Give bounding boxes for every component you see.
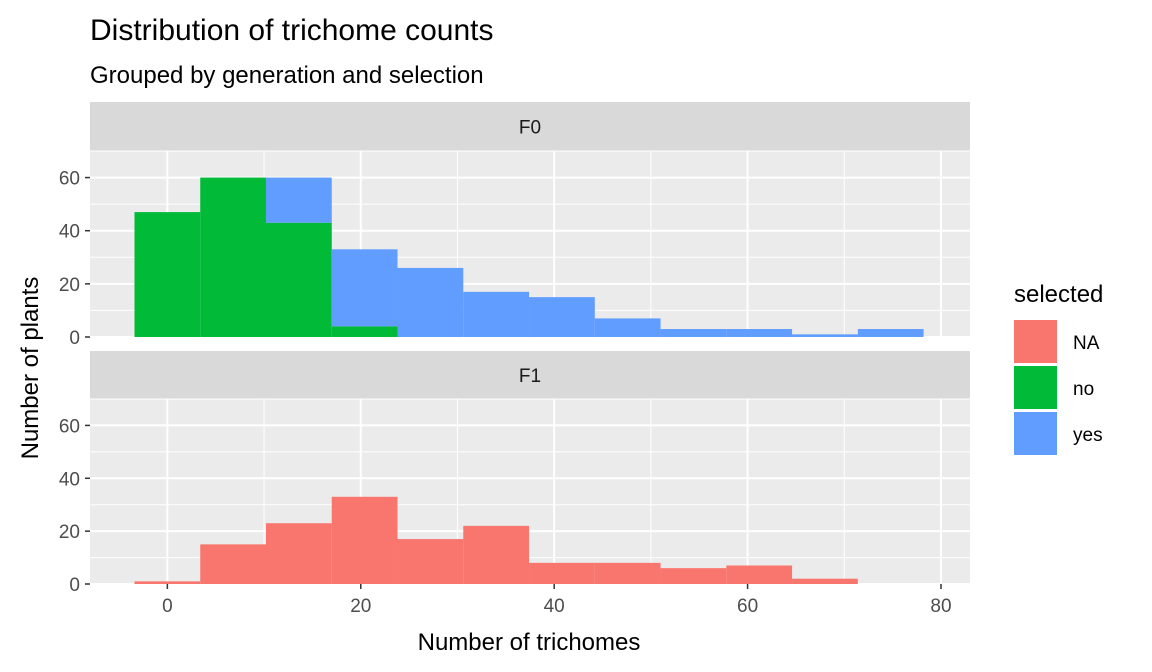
histogram-bar-yes xyxy=(726,329,793,337)
histogram-bar-na xyxy=(463,525,530,584)
y-tick-label: 0 xyxy=(69,575,80,596)
y-axis-label: Number of plants xyxy=(17,277,44,460)
histogram-bar-na xyxy=(594,562,661,584)
histogram-bar-no xyxy=(331,326,398,337)
chart-subtitle: Grouped by generation and selection xyxy=(90,62,484,89)
x-tick-label: 40 xyxy=(544,596,565,617)
legend-key-no xyxy=(1014,366,1057,409)
y-tick-label: 40 xyxy=(59,222,80,243)
facet-panel-f1: F1 0 20 40 60 0 20 40 60 80 xyxy=(59,351,970,617)
legend-key-na xyxy=(1014,320,1057,363)
histogram-bar-na xyxy=(792,578,858,584)
x-tick-label: 80 xyxy=(930,596,951,617)
histogram-bar-na xyxy=(660,568,727,584)
histogram-bar-yes xyxy=(792,334,858,337)
histogram-bar-na xyxy=(331,496,398,584)
histogram-bar-no xyxy=(266,222,332,337)
histogram-bar-no xyxy=(134,212,201,337)
histogram-bar-yes xyxy=(463,291,530,337)
facet-strip-label: F0 xyxy=(519,118,541,139)
x-tick-label: 20 xyxy=(350,596,371,617)
x-tick-label: 0 xyxy=(162,596,173,617)
histogram-bar-yes xyxy=(331,249,398,327)
histogram-bar-yes xyxy=(529,297,595,337)
histogram-bar-na xyxy=(266,523,332,584)
histogram-bar-na xyxy=(397,539,464,584)
histogram-bar-na xyxy=(726,565,793,584)
facet-strip-label: F1 xyxy=(519,366,541,387)
chart-title: Distribution of trichome counts xyxy=(90,14,494,47)
histogram-bar-na xyxy=(529,562,595,584)
y-tick-label: 60 xyxy=(59,416,80,437)
y-tick-label: 0 xyxy=(69,328,80,349)
facet-panel-f0: F0 0 20 40 60 xyxy=(59,102,970,349)
facet-strip xyxy=(90,351,970,399)
x-axis-label: Number of trichomes xyxy=(418,629,641,656)
histogram-bar-na xyxy=(200,544,266,584)
x-tick-label: 60 xyxy=(737,596,758,617)
legend-key-yes xyxy=(1014,412,1057,455)
histogram-bar-yes xyxy=(594,318,661,337)
histogram-bar-no xyxy=(200,177,266,337)
legend-title: selected xyxy=(1014,281,1103,308)
histogram-bar-yes xyxy=(660,329,727,337)
legend: NA no yes xyxy=(1014,320,1103,455)
panels-layer: F0 0 20 40 60 F1 0 20 40 60 0 20 40 60 80 xyxy=(59,102,970,617)
legend-label: NA xyxy=(1073,333,1100,354)
histogram-bar-yes xyxy=(397,267,464,337)
y-tick-label: 60 xyxy=(59,169,80,190)
histogram-bar-na xyxy=(134,581,201,584)
y-tick-label: 20 xyxy=(59,522,80,543)
y-tick-label: 20 xyxy=(59,275,80,296)
histogram-bar-yes xyxy=(266,177,332,223)
y-tick-label: 40 xyxy=(59,469,80,490)
legend-label: no xyxy=(1073,379,1094,400)
legend-label: yes xyxy=(1073,425,1103,446)
facet-strip xyxy=(90,102,970,151)
histogram-bar-yes xyxy=(857,329,924,337)
